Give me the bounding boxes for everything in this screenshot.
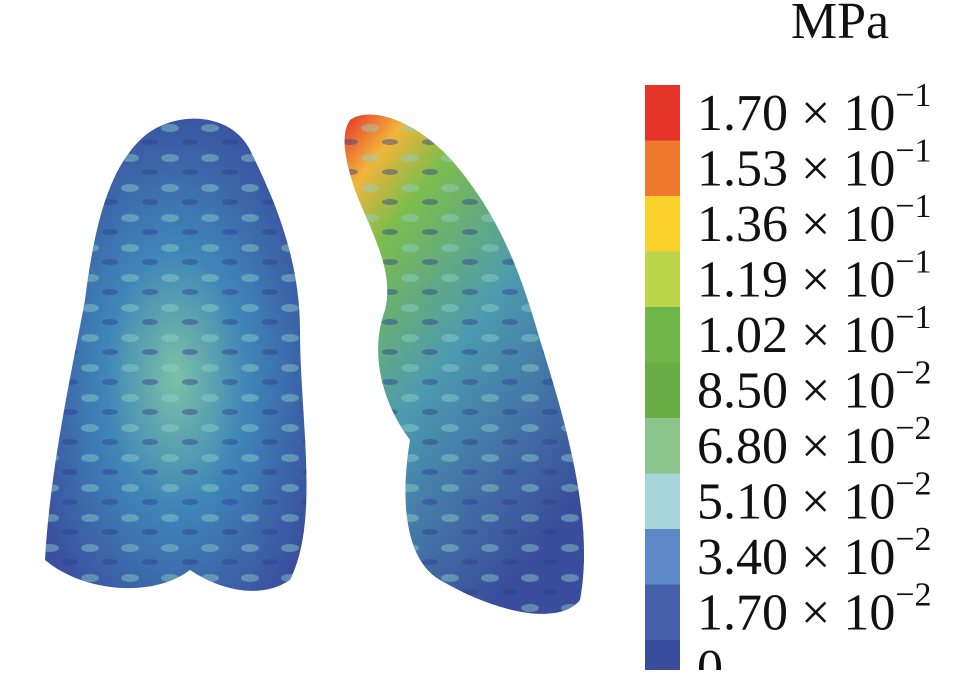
label-exponent: −1 — [895, 188, 931, 225]
label-exponent: −1 — [895, 243, 931, 280]
right-lung — [344, 114, 585, 614]
label-coefficient: 1.53 × 10 — [697, 140, 895, 197]
label-coefficient: 1.02 × 10 — [697, 307, 895, 364]
label-coefficient: 1.36 × 10 — [697, 196, 895, 253]
left-lung — [45, 118, 307, 591]
legend-label: 1.53 × 10−1 — [697, 132, 932, 197]
legend-label: 1.19 × 10−1 — [697, 243, 932, 308]
legend-swatch — [645, 85, 680, 141]
legend-label: 1.70 × 10−2 — [697, 576, 932, 641]
legend-swatch — [645, 307, 680, 363]
label-exponent: −1 — [895, 77, 931, 114]
label-exponent: −2 — [895, 576, 931, 613]
label-exponent: −2 — [895, 521, 931, 558]
label-coefficient: 1.19 × 10 — [697, 251, 895, 308]
label-coefficient: 0 — [697, 640, 723, 670]
label-exponent: −2 — [895, 465, 931, 502]
label-exponent: −2 — [895, 354, 931, 391]
label-coefficient: 8.50 × 10 — [697, 362, 895, 419]
legend-label: 3.40 × 10−2 — [697, 521, 932, 586]
legend-label: 1.02 × 10−1 — [697, 299, 932, 364]
legend-swatch — [645, 529, 680, 585]
label-coefficient: 6.80 × 10 — [697, 418, 895, 475]
legend-swatch — [645, 251, 680, 308]
legend-swatch — [645, 640, 680, 675]
legend-unit: MPa — [791, 0, 889, 50]
label-coefficient: 5.10 × 10 — [697, 473, 895, 530]
label-coefficient: 1.70 × 10 — [697, 85, 895, 142]
legend-swatch — [645, 196, 680, 252]
label-exponent: −2 — [895, 410, 931, 447]
legend-swatch — [645, 584, 680, 641]
legend-label: 1.70 × 10−1 — [697, 77, 932, 142]
legend-label: 6.80 × 10−2 — [697, 410, 932, 475]
legend-label: 1.36 × 10−1 — [697, 188, 932, 253]
label-exponent: −1 — [895, 299, 931, 336]
legend-swatch — [645, 140, 680, 197]
label-coefficient: 1.70 × 10 — [697, 584, 895, 641]
legend-swatch — [645, 473, 680, 530]
legend-label: 0 — [697, 640, 723, 670]
label-exponent: −1 — [895, 132, 931, 169]
legend-label: 8.50 × 10−2 — [697, 354, 932, 419]
legend-label: 5.10 × 10−2 — [697, 465, 932, 530]
legend-swatch — [645, 362, 680, 419]
color-legend: 1.70 × 10−11.53 × 10−11.36 × 10−11.19 × … — [645, 77, 932, 675]
label-coefficient: 3.40 × 10 — [697, 529, 895, 586]
legend-swatch — [645, 418, 680, 474]
